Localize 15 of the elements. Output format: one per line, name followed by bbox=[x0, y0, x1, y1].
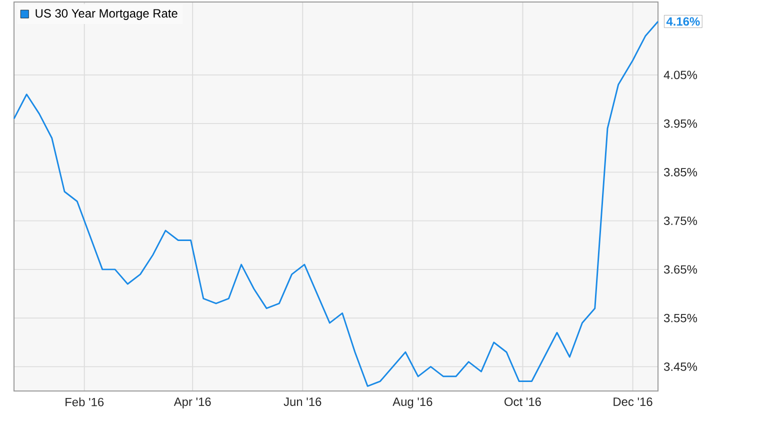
x-tick-label: Oct '16 bbox=[504, 398, 541, 406]
x-tick-label: Dec '16 bbox=[614, 398, 652, 406]
y-tick-label: 3.65% bbox=[664, 265, 697, 274]
x-tick-label: Aug '16 bbox=[392, 398, 432, 408]
y-tick-label: 3.85% bbox=[664, 168, 697, 176]
x-tick-label: Apr '16 bbox=[174, 398, 211, 408]
y-tick-label: 3.75% bbox=[664, 216, 697, 226]
y-tick-label: 3.95% bbox=[664, 119, 697, 128]
y-tick-label: 3.55% bbox=[664, 314, 697, 322]
y-tick-label: 4.05% bbox=[664, 70, 697, 80]
x-tick-label: Feb '16 bbox=[66, 398, 104, 406]
annotation: 4.16% bbox=[666, 17, 700, 26]
x-tick-label: Jun '16 bbox=[284, 398, 322, 406]
y-tick-label: 3.45% bbox=[664, 362, 697, 371]
legend-label: US 30 Year Mortgage Rate bbox=[36, 9, 178, 20]
